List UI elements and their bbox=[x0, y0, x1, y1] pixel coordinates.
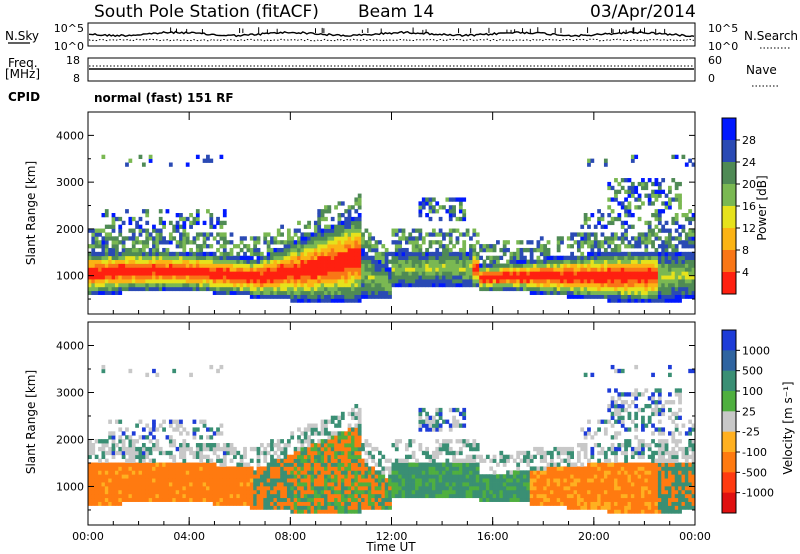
cpid-value: normal (fast) 151 RF bbox=[94, 91, 234, 105]
freq-label: Freq. bbox=[8, 56, 38, 70]
velocity-ylabel: Slant Range [km] bbox=[24, 370, 38, 474]
colorbar-swatch bbox=[722, 330, 736, 351]
colorbar-swatch bbox=[722, 250, 736, 273]
power-panel: 4000 3000 2000 1000 Slant Range [km] bbox=[24, 111, 696, 315]
nsearch-tick-bottom: 10^0 bbox=[708, 40, 738, 53]
x-tick-label: 00:00 bbox=[72, 530, 104, 543]
y-tick-label: 3000 bbox=[56, 386, 84, 399]
velocity-data bbox=[88, 364, 696, 514]
nave-tick-bottom: 0 bbox=[708, 72, 715, 85]
freq-panel: Freq. [MHz] 18 8 60 0 Nave bbox=[5, 54, 778, 87]
colorbar-tick-label: 12 bbox=[742, 222, 756, 235]
nsky-tick-bottom: 10^0 bbox=[54, 40, 84, 53]
power-y-axis: 4000 3000 2000 1000 bbox=[56, 129, 695, 300]
velocity-colorbar: 1000 500 100 25 -25 -100 -500 -1000 Velocity [m… bbox=[721, 329, 795, 514]
x-tick-label: 16:00 bbox=[477, 530, 509, 543]
colorbar-tick-label: 8 bbox=[742, 244, 749, 257]
x-tick-label: 04:00 bbox=[173, 530, 205, 543]
freq-units: [MHz] bbox=[5, 67, 40, 81]
freq-tick-top: 18 bbox=[66, 54, 80, 67]
station-title: South Pole Station (fitACF) bbox=[94, 2, 319, 22]
colorbar-swatch bbox=[722, 206, 736, 229]
nave-tick-top: 60 bbox=[708, 54, 722, 67]
y-tick-label: 1000 bbox=[56, 480, 84, 493]
colorbar-tick-label: 24 bbox=[742, 156, 756, 169]
velocity-y-axis: 4000 3000 2000 1000 bbox=[56, 339, 695, 511]
colorbar-swatch bbox=[722, 370, 736, 392]
nsky-label: N.Sky bbox=[5, 29, 39, 43]
y-tick-label: 2000 bbox=[56, 223, 84, 236]
colorbar-swatch bbox=[722, 162, 736, 185]
freq-tick-bottom: 8 bbox=[73, 72, 80, 85]
colorbar-tick-label: 25 bbox=[742, 405, 756, 418]
colorbar-swatch bbox=[722, 350, 736, 372]
x-tick-label: 00:00 bbox=[679, 530, 711, 543]
colorbar-swatch bbox=[722, 118, 736, 141]
velocity-colorbar-label: Velocity [m s⁻¹] bbox=[781, 381, 795, 474]
colorbar-tick-label: 20 bbox=[742, 178, 756, 191]
colorbar-swatch bbox=[722, 228, 736, 251]
beam-title: Beam 14 bbox=[358, 2, 434, 22]
power-colorbar: 28 24 20 16 12 8 4 Power [dB] bbox=[721, 117, 769, 295]
y-tick-label: 4000 bbox=[56, 129, 84, 142]
x-tick-label: 08:00 bbox=[274, 530, 306, 543]
x-tick-label: 20:00 bbox=[578, 530, 610, 543]
y-tick-label: 2000 bbox=[56, 433, 84, 446]
colorbar-swatch bbox=[722, 431, 736, 453]
y-tick-label: 3000 bbox=[56, 176, 84, 189]
power-ylabel: Slant Range [km] bbox=[24, 161, 38, 265]
power-data bbox=[88, 154, 696, 303]
time-axis: 00:00 04:00 08:00 12:00 16:00 20:00 00:00 bbox=[72, 112, 711, 543]
x-axis-label: Time UT bbox=[365, 540, 416, 554]
cpid-label: CPID bbox=[8, 90, 40, 104]
nsky-tick-top: 10^5 bbox=[54, 22, 84, 35]
colorbar-tick-label: 500 bbox=[742, 365, 763, 378]
velocity-panel: 4000 3000 2000 1000 Slant Range [km] bbox=[24, 321, 696, 526]
colorbar-tick-label: -1000 bbox=[742, 487, 774, 500]
colorbar-tick-label: -25 bbox=[742, 426, 760, 439]
date-title: 03/Apr/2014 bbox=[590, 2, 696, 22]
colorbar-tick-label: 16 bbox=[742, 200, 756, 213]
nsky-panel: N.Sky 10^5 10^0 10^5 10^0 N.Search bbox=[5, 22, 798, 53]
colorbar-swatch bbox=[722, 452, 736, 473]
nave-label: Nave bbox=[746, 63, 777, 77]
colorbar-tick-label: 100 bbox=[742, 385, 763, 398]
colorbar-swatch bbox=[722, 411, 736, 433]
nsky-trace bbox=[88, 27, 695, 42]
colorbar-swatch bbox=[722, 472, 736, 494]
colorbar-swatch bbox=[722, 272, 736, 295]
colorbar-tick-label: -100 bbox=[742, 446, 767, 459]
colorbar-swatch bbox=[722, 184, 736, 207]
colorbar-tick-label: -500 bbox=[742, 466, 767, 479]
y-tick-label: 1000 bbox=[56, 270, 84, 283]
colorbar-tick-label: 28 bbox=[742, 134, 756, 147]
nsearch-label: N.Search bbox=[744, 29, 798, 43]
colorbar-swatch bbox=[722, 140, 736, 163]
colorbar-swatch bbox=[722, 492, 736, 514]
colorbar-tick-label: 4 bbox=[742, 266, 749, 279]
y-tick-label: 4000 bbox=[56, 339, 84, 352]
power-colorbar-label: Power [dB] bbox=[755, 175, 769, 240]
colorbar-swatch bbox=[722, 391, 736, 412]
colorbar-tick-label: 1000 bbox=[742, 344, 770, 357]
nsearch-tick-top: 10^5 bbox=[708, 22, 738, 35]
x-tick-label: 12:00 bbox=[376, 530, 408, 543]
